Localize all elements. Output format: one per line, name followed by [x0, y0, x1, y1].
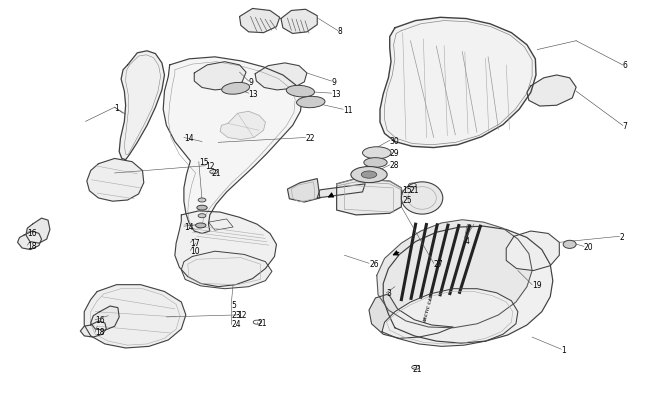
Polygon shape [384, 227, 552, 343]
Polygon shape [369, 294, 453, 339]
Text: 9: 9 [332, 77, 336, 86]
Text: 1: 1 [114, 104, 120, 113]
Polygon shape [527, 76, 576, 107]
Polygon shape [119, 52, 164, 160]
Ellipse shape [351, 167, 387, 183]
Text: 12: 12 [238, 311, 247, 320]
Text: 8: 8 [338, 27, 343, 36]
Polygon shape [26, 219, 50, 243]
Text: 30: 30 [390, 136, 400, 145]
Text: 7: 7 [623, 122, 628, 130]
Text: 9: 9 [249, 77, 254, 86]
Ellipse shape [197, 206, 207, 211]
Ellipse shape [222, 83, 250, 95]
Text: 14: 14 [184, 134, 194, 143]
Text: 22: 22 [306, 134, 315, 143]
Ellipse shape [361, 172, 377, 179]
Polygon shape [91, 306, 119, 330]
Ellipse shape [196, 224, 206, 228]
Ellipse shape [401, 182, 443, 215]
Ellipse shape [563, 241, 576, 249]
Polygon shape [337, 179, 401, 215]
Ellipse shape [198, 214, 206, 218]
Text: 17: 17 [190, 238, 200, 247]
Polygon shape [175, 211, 276, 287]
Polygon shape [317, 184, 365, 198]
Polygon shape [377, 220, 532, 328]
Polygon shape [194, 62, 246, 91]
Ellipse shape [198, 198, 206, 202]
Text: 21: 21 [257, 319, 266, 328]
Polygon shape [506, 232, 559, 271]
Text: 21: 21 [409, 186, 419, 195]
Polygon shape [163, 58, 302, 234]
Polygon shape [181, 252, 272, 289]
Text: 29: 29 [390, 149, 399, 158]
Text: 13: 13 [332, 90, 341, 98]
Polygon shape [84, 285, 186, 348]
Text: 18: 18 [96, 328, 105, 337]
Text: 4: 4 [464, 236, 469, 245]
Text: ARCTIC CAT: ARCTIC CAT [423, 294, 434, 322]
Polygon shape [18, 232, 42, 250]
Text: 5: 5 [231, 301, 236, 309]
Ellipse shape [286, 86, 315, 98]
Text: 10: 10 [190, 246, 200, 255]
Polygon shape [281, 10, 317, 34]
Ellipse shape [364, 158, 387, 168]
Polygon shape [209, 220, 233, 231]
Text: 6: 6 [623, 61, 628, 70]
Text: 13: 13 [249, 90, 258, 98]
Polygon shape [240, 9, 280, 34]
Text: 20: 20 [584, 242, 593, 251]
Text: 28: 28 [390, 161, 399, 170]
Text: 26: 26 [369, 259, 379, 268]
Text: 21: 21 [212, 169, 221, 178]
Text: 23: 23 [231, 310, 240, 319]
Polygon shape [81, 321, 106, 337]
Polygon shape [287, 179, 320, 202]
Text: 16: 16 [27, 228, 37, 237]
Text: 3: 3 [387, 288, 391, 298]
Ellipse shape [296, 97, 325, 109]
Polygon shape [382, 289, 518, 347]
Text: 18: 18 [27, 241, 37, 250]
Text: 21: 21 [412, 364, 422, 373]
Text: 2: 2 [619, 232, 624, 241]
Text: 1: 1 [561, 345, 566, 354]
Text: 15: 15 [199, 158, 209, 167]
Text: 24: 24 [231, 320, 240, 328]
Text: 12: 12 [205, 162, 214, 171]
Polygon shape [380, 18, 536, 148]
Text: 15: 15 [402, 186, 412, 195]
Text: 27: 27 [434, 259, 443, 268]
Text: 16: 16 [96, 315, 105, 324]
Text: 25: 25 [402, 196, 412, 205]
Text: 11: 11 [343, 105, 352, 115]
Text: 14: 14 [184, 222, 194, 231]
Polygon shape [87, 159, 144, 202]
Polygon shape [255, 64, 307, 91]
Ellipse shape [363, 147, 391, 160]
Text: 19: 19 [532, 281, 541, 290]
Polygon shape [220, 112, 265, 140]
